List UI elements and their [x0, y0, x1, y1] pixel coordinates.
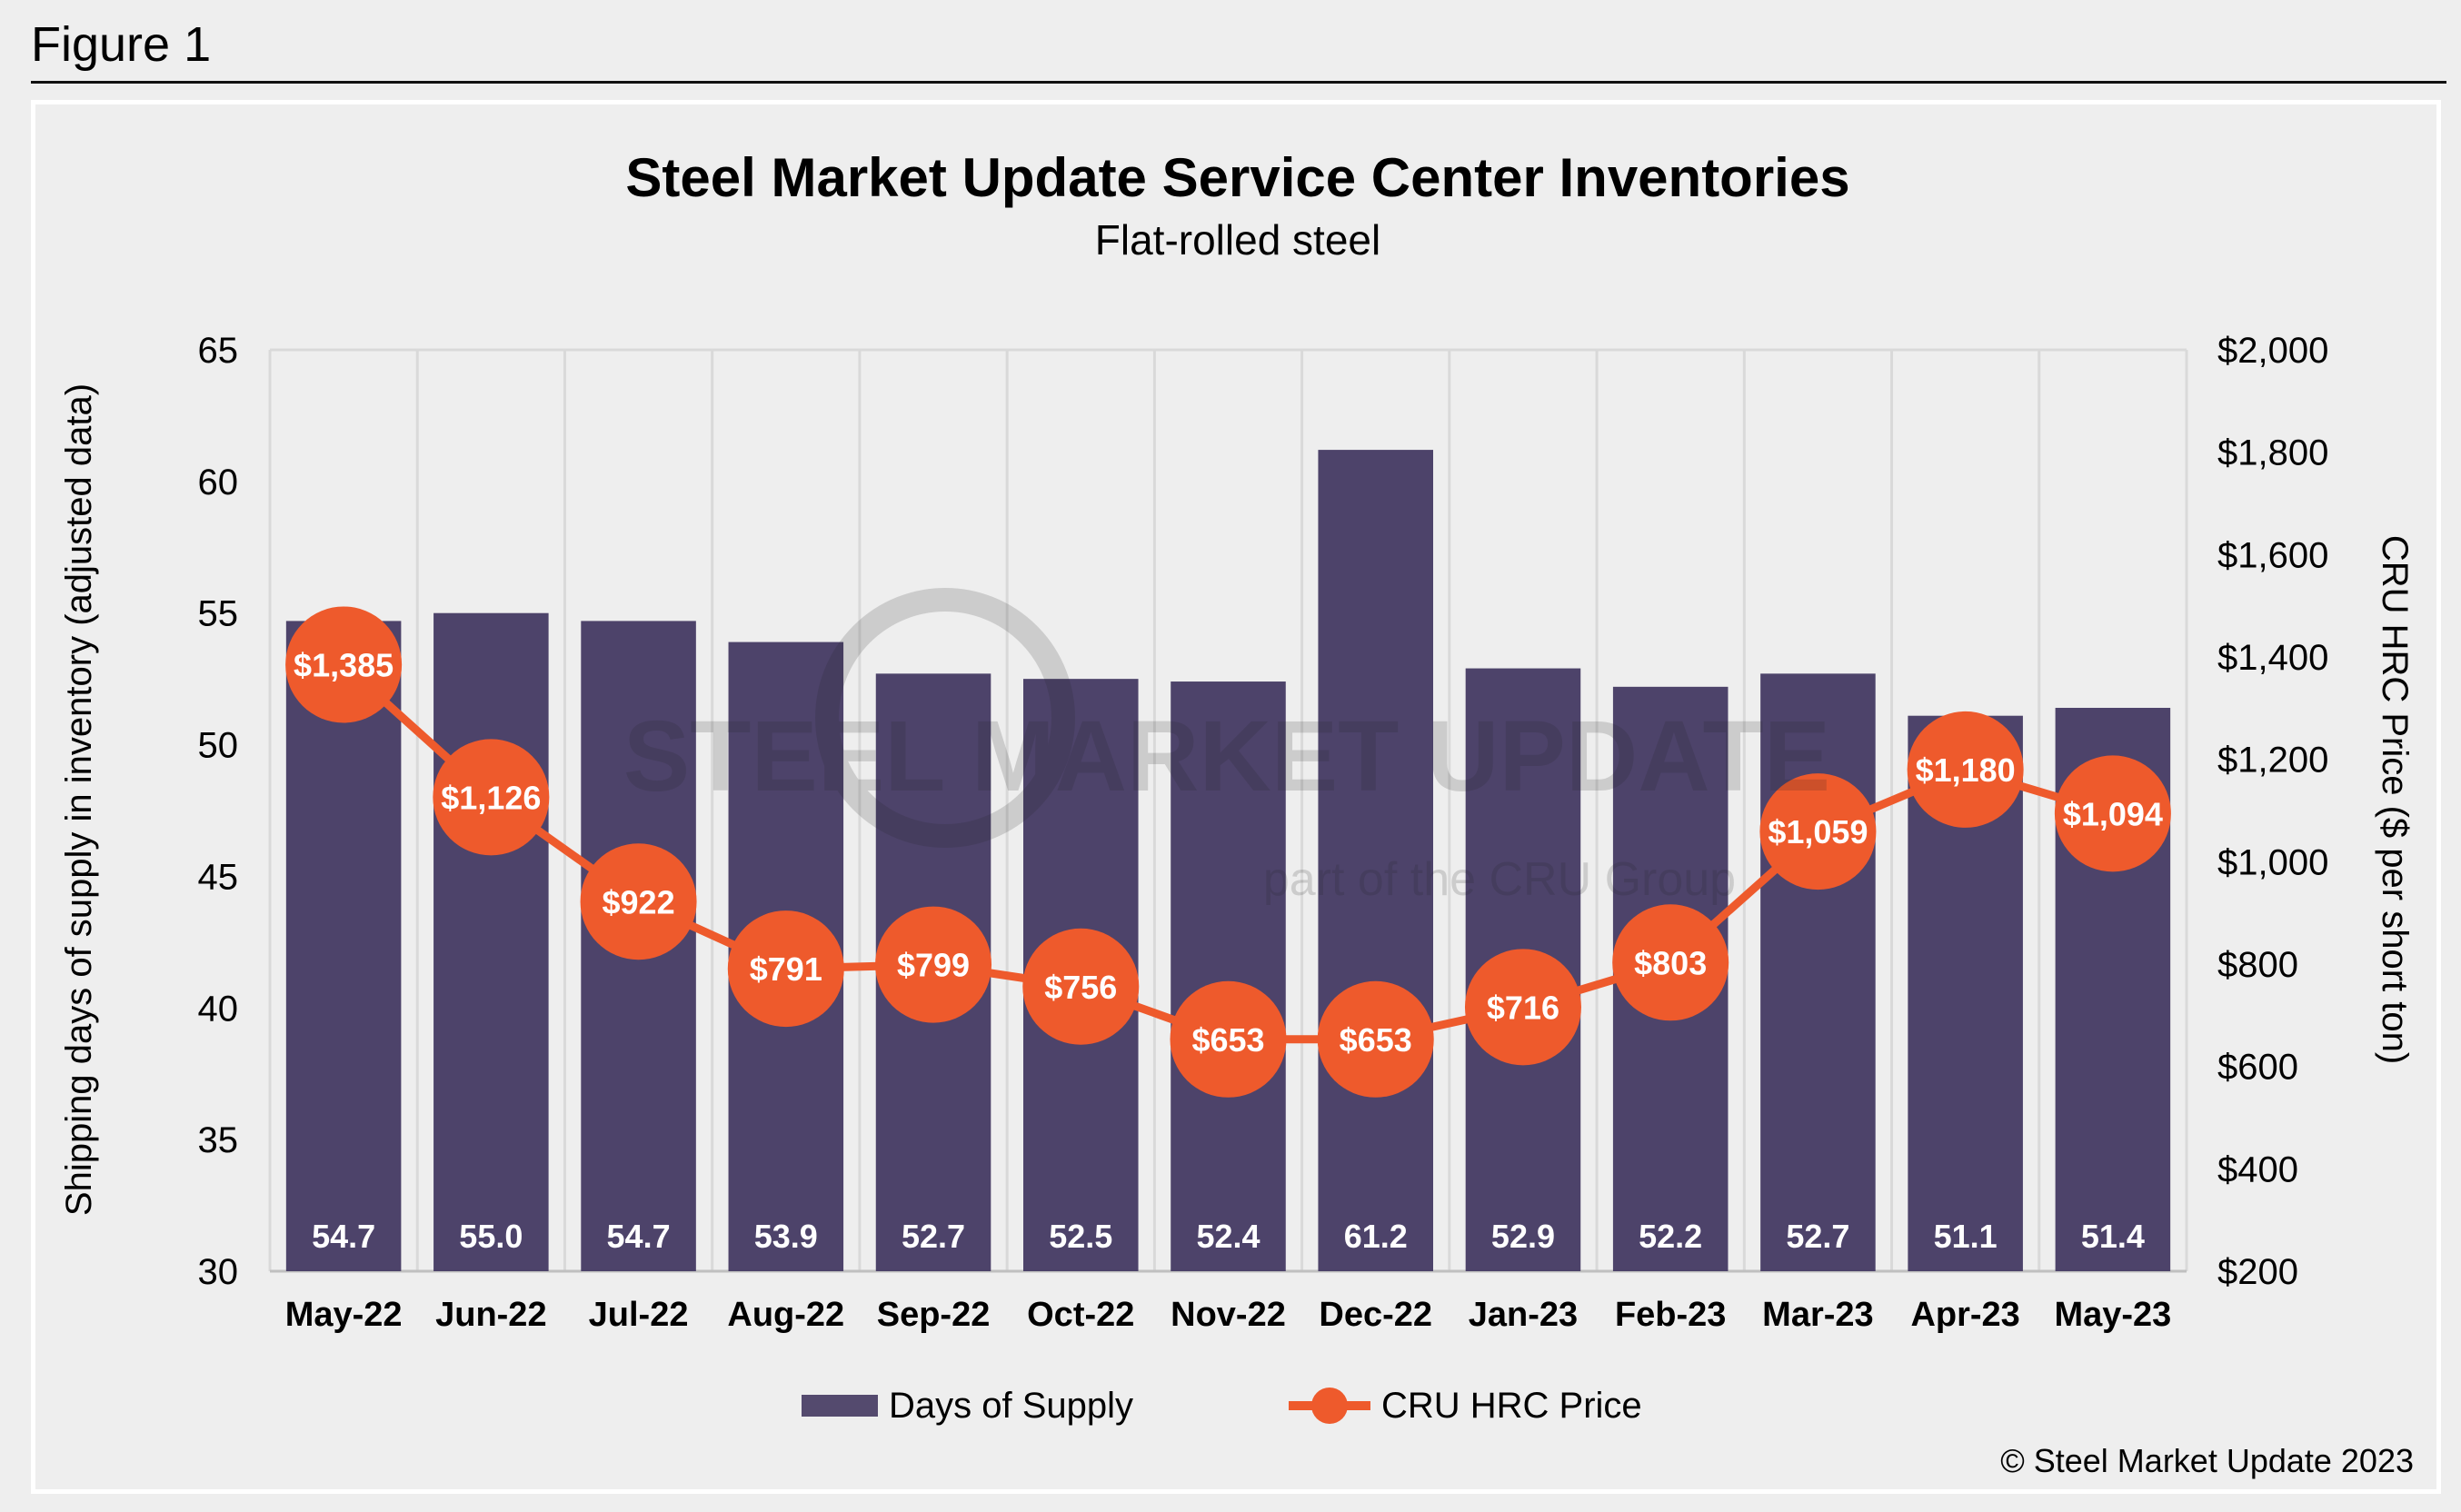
- price-data-label: $653: [1191, 1021, 1264, 1059]
- bar-data-label: 52.9: [1491, 1218, 1555, 1255]
- chart-title: Steel Market Update Service Center Inven…: [625, 147, 1849, 208]
- legend: Days of Supply CRU HRC Price: [802, 1386, 1642, 1426]
- bar-days-of-supply: [1760, 673, 1876, 1271]
- bar-days-of-supply: [433, 612, 549, 1271]
- y2-tick-label: $600: [2217, 1048, 2298, 1088]
- y-tick-label: 50: [198, 726, 239, 766]
- price-marker: [727, 910, 844, 1028]
- bar-data-label: 52.5: [1049, 1218, 1112, 1255]
- y-tick-label: 55: [198, 594, 239, 634]
- x-tick-label: Apr-23: [1910, 1296, 2019, 1334]
- y2-tick-label: $400: [2217, 1149, 2298, 1189]
- watermark-logo: STEEL MARKET UPDATE part of the CRU Grou…: [623, 588, 1830, 906]
- y-tick-label: 40: [198, 989, 239, 1029]
- price-marker: [580, 843, 697, 960]
- price-marker: [1170, 980, 1287, 1098]
- x-tick-label: May-23: [2054, 1296, 2171, 1334]
- bar-data-label: 55.0: [459, 1218, 523, 1255]
- y2-tick-label: $200: [2217, 1252, 2298, 1292]
- price-data-label: $799: [897, 947, 970, 984]
- y-tick-label: 65: [198, 331, 239, 371]
- price-data-label: $1,059: [1768, 813, 1868, 850]
- figure-label: Figure 1: [31, 17, 212, 72]
- y-tick-label: 30: [198, 1252, 239, 1292]
- y2-tick-label: $2,000: [2217, 331, 2328, 371]
- bar-data-label: 54.7: [312, 1218, 375, 1255]
- x-tick-label: Feb-23: [1615, 1296, 1726, 1334]
- y-axis-title: Shipping days of supply in inventory (ad…: [59, 383, 99, 1216]
- y-tick-label: 45: [198, 857, 239, 897]
- price-data-label: $1,126: [441, 779, 541, 816]
- bar-data-label: 52.4: [1196, 1218, 1260, 1255]
- price-marker: [1907, 711, 2024, 828]
- legend-label-cru-hrc-price: CRU HRC Price: [1381, 1386, 1642, 1426]
- y2-tick-label: $1,800: [2217, 433, 2328, 473]
- x-tick-label: Nov-22: [1171, 1296, 1286, 1334]
- price-data-label: $803: [1634, 944, 1707, 981]
- legend-swatch-days-of-supply: [802, 1395, 878, 1417]
- x-tick-label: Jan-23: [1469, 1296, 1578, 1334]
- price-data-label: $922: [603, 883, 675, 920]
- bar-days-of-supply: [1318, 450, 1434, 1271]
- chart-subtitle: Flat-rolled steel: [1095, 216, 1380, 264]
- price-data-label: $1,385: [294, 646, 394, 683]
- price-marker: [875, 906, 992, 1023]
- price-marker: [433, 739, 550, 856]
- watermark-line2: part of the CRU Group: [1263, 853, 1736, 906]
- bar-data-label: 52.7: [902, 1218, 965, 1255]
- price-data-label: $791: [750, 950, 822, 988]
- bar-data-label: 54.7: [607, 1218, 671, 1255]
- x-tick-label: Dec-22: [1319, 1296, 1432, 1334]
- price-marker: [1612, 904, 1729, 1021]
- y2-tick-label: $1,200: [2217, 741, 2328, 781]
- x-tick-label: Jun-22: [435, 1296, 546, 1334]
- price-data-label: $1,180: [1916, 751, 2016, 789]
- watermark-ring: [815, 588, 1075, 848]
- price-marker: [1464, 949, 1581, 1066]
- price-marker: [2054, 755, 2171, 872]
- price-marker: [1317, 980, 1434, 1098]
- bar-data-label: 51.1: [1934, 1218, 1998, 1255]
- legend-marker-icon: [1311, 1388, 1348, 1424]
- y2-tick-label: $1,400: [2217, 638, 2328, 678]
- bar-days-of-supply: [1171, 681, 1286, 1271]
- bar-days-of-supply: [285, 621, 402, 1271]
- bar-data-label: 61.2: [1344, 1218, 1408, 1255]
- bar-data-label: 51.4: [2081, 1218, 2145, 1255]
- bar-data-label: 52.2: [1639, 1218, 1702, 1255]
- y2-tick-label: $1,600: [2217, 535, 2328, 575]
- price-data-label: $716: [1487, 989, 1559, 1026]
- y2-tick-label: $800: [2217, 945, 2298, 985]
- x-tick-label: Mar-23: [1762, 1296, 1874, 1334]
- x-tick-label: Jul-22: [589, 1296, 689, 1334]
- y-tick-label: 35: [198, 1120, 239, 1160]
- y2-axis-title: CRU HRC Price ($ per short ton): [2375, 535, 2415, 1064]
- x-tick-label: Sep-22: [877, 1296, 991, 1334]
- figure-rule: [31, 81, 2446, 84]
- y2-tick-label: $1,000: [2217, 842, 2328, 882]
- price-marker: [1022, 928, 1140, 1045]
- x-tick-label: Oct-22: [1027, 1296, 1134, 1334]
- x-tick-label: May-22: [285, 1296, 403, 1334]
- copyright: © Steel Market Update 2023: [2000, 1442, 2414, 1479]
- price-data-label: $653: [1340, 1021, 1412, 1059]
- bar-data-label: 52.7: [1786, 1218, 1849, 1255]
- price-marker: [285, 606, 403, 723]
- bar-data-label: 53.9: [754, 1218, 818, 1255]
- y-tick-label: 60: [198, 463, 239, 502]
- price-data-label: $1,094: [2063, 795, 2163, 832]
- watermark-line1: STEEL MARKET UPDATE: [623, 701, 1830, 812]
- price-marker: [1759, 773, 1877, 890]
- legend-label-days-of-supply: Days of Supply: [889, 1386, 1133, 1426]
- x-tick-label: Aug-22: [727, 1296, 844, 1334]
- price-data-label: $756: [1044, 969, 1117, 1006]
